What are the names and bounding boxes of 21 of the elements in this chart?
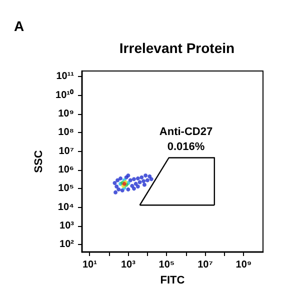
- x-tick-label: 10³: [120, 260, 136, 270]
- y-tick-label: 10⁵: [58, 183, 74, 194]
- annotation: 0.016%: [167, 141, 205, 153]
- x-axis-title: FITC: [160, 274, 185, 286]
- y-tick-label: 10⁶: [58, 164, 74, 176]
- x-tick-label: 10¹: [82, 260, 98, 270]
- text: A: [14, 18, 24, 34]
- y-tick-label: 10¹¹: [56, 71, 75, 82]
- y-tick-label: 10³: [60, 220, 75, 232]
- annotation: Anti-CD27: [159, 126, 213, 138]
- y-tick-label: 10⁷: [58, 146, 74, 157]
- chart-title: Irrelevant Protein: [119, 40, 235, 56]
- y-tick-label: 10⁸: [58, 127, 74, 138]
- x-tick-label: 10⁵: [158, 260, 175, 270]
- y-axis-title: SSC: [33, 150, 46, 173]
- y-tick-label: 10²: [60, 239, 75, 250]
- y-tick-label: 10⁹: [58, 108, 74, 120]
- y-tick-label: 10⁴: [58, 202, 74, 213]
- x-tick-label: 10⁷: [198, 260, 213, 270]
- x-tick-label: 10⁹: [236, 260, 252, 270]
- y-tick-label: 10¹⁰: [56, 88, 74, 101]
